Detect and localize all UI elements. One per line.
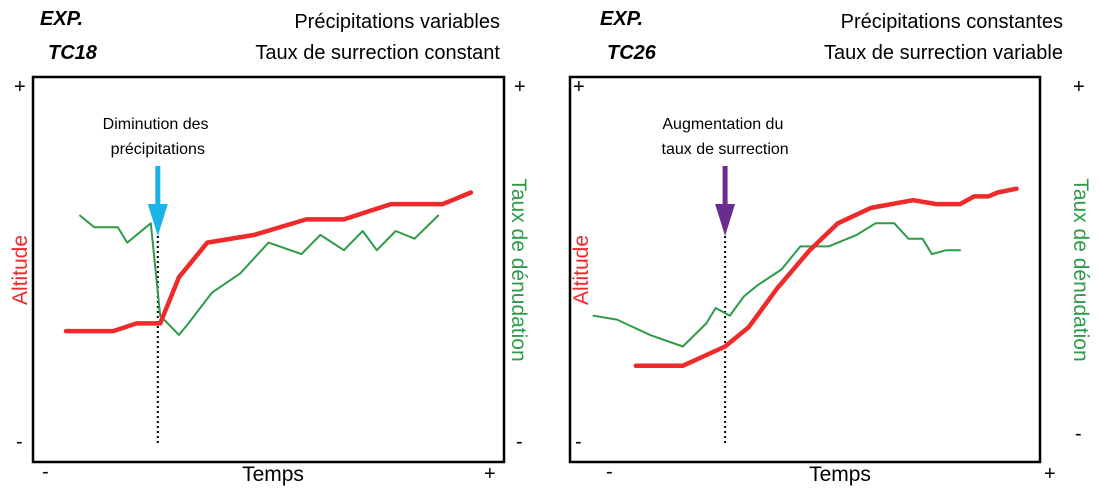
y-tick-right-top: + bbox=[1073, 76, 1085, 98]
series-line-altitude bbox=[63, 190, 474, 334]
series-group bbox=[63, 190, 474, 336]
y-tick-right-top: + bbox=[514, 76, 526, 98]
annotation-line1: Augmentation du bbox=[662, 116, 783, 133]
condition-line1: Précipitations variables bbox=[294, 11, 500, 33]
annotation-marks bbox=[147, 166, 168, 444]
series-line-denudation bbox=[79, 214, 440, 336]
x-tick-right: + bbox=[1044, 463, 1056, 485]
experiment-label-line2: TC18 bbox=[48, 42, 98, 64]
series-group bbox=[592, 186, 1019, 369]
series-line-denudation bbox=[592, 222, 962, 348]
y-tick-left-top: + bbox=[573, 76, 585, 98]
panel-tc18: EXP. TC18 Précipitations variables Taux … bbox=[9, 8, 530, 486]
y-axis-label-right: Taux de dénudation bbox=[507, 178, 530, 361]
experiment-label-line1: EXP. bbox=[600, 8, 643, 30]
x-tick-left: - bbox=[42, 461, 49, 483]
plot-frame bbox=[31, 75, 506, 464]
y-tick-right-bottom: - bbox=[1075, 423, 1082, 445]
annotation-line2: précipitations bbox=[111, 141, 205, 158]
condition-line2: Taux de surrection constant bbox=[255, 42, 500, 64]
x-axis-label: Temps bbox=[242, 463, 304, 486]
annotation-line1: Diminution des bbox=[103, 116, 209, 133]
x-tick-right: + bbox=[484, 463, 496, 485]
condition-line2: Taux de surrection variable bbox=[824, 42, 1063, 64]
plot-frame bbox=[568, 75, 1042, 464]
experiment-label-line2: TC26 bbox=[607, 42, 657, 64]
panel-tc26: EXP. TC26 Précipitations constantes Taux… bbox=[568, 8, 1092, 486]
x-tick-left: - bbox=[606, 461, 613, 483]
annotation-arrow-head bbox=[147, 204, 168, 236]
x-axis-label: Temps bbox=[809, 463, 871, 486]
y-tick-left-top: + bbox=[14, 76, 26, 98]
y-axis-label-left: Altitude bbox=[9, 235, 32, 305]
y-axis-label-left: Altitude bbox=[570, 235, 593, 305]
y-tick-left-bottom: - bbox=[575, 431, 582, 453]
series-line-altitude bbox=[633, 186, 1019, 369]
annotation-line2: taux de surrection bbox=[662, 141, 789, 158]
annotation-arrow-head bbox=[715, 204, 736, 236]
annotation-text: Augmentation du taux de surrection bbox=[662, 116, 789, 158]
y-tick-right-bottom: - bbox=[516, 431, 523, 453]
y-tick-left-bottom: - bbox=[16, 431, 23, 453]
annotation-marks bbox=[715, 166, 736, 444]
annotation-text: Diminution des précipitations bbox=[103, 116, 213, 158]
y-axis-label-right: Taux de dénudation bbox=[1069, 178, 1092, 361]
experiment-label-line1: EXP. bbox=[40, 8, 83, 30]
condition-line1: Précipitations constantes bbox=[841, 11, 1063, 33]
